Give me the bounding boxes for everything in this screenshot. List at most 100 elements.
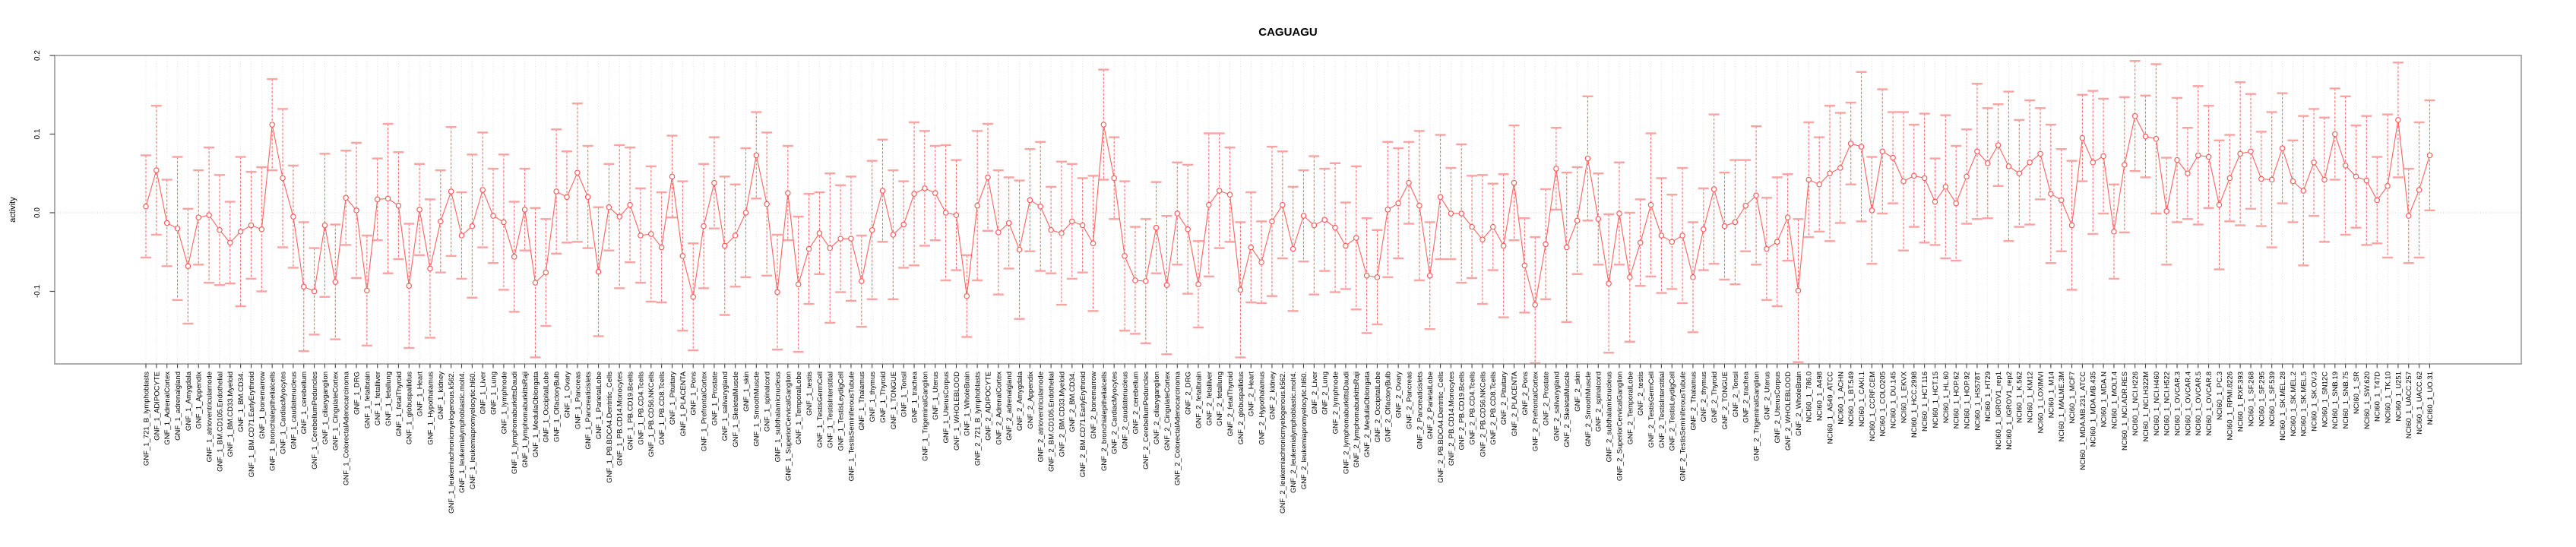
x-axis-label: NCI60_1_OVCAR.8 <box>2205 372 2214 435</box>
x-axis-label: NCI60_1_DU.145 <box>1890 372 1898 428</box>
x-axis-label: NCI60_1_MDA.MB.435 <box>2090 372 2098 447</box>
data-point <box>1100 122 1107 128</box>
data-point <box>406 283 412 289</box>
data-point <box>658 244 665 251</box>
data-point <box>1059 230 1065 236</box>
data-point <box>2131 112 2138 119</box>
x-axis-label: GNF_1_ParietalLobe <box>595 372 603 439</box>
data-point <box>900 221 907 228</box>
x-axis-label: GNF_1_TestisGermCell <box>816 372 824 447</box>
data-point <box>1363 273 1370 279</box>
data-point <box>1374 274 1381 280</box>
x-axis-label: GNF_2_thymus <box>1700 372 1708 422</box>
x-axis-label: GNF_2_ciliaryganglion <box>1153 372 1161 444</box>
x-axis-label: GNF_1_skin <box>742 372 751 412</box>
data-point <box>890 232 897 238</box>
x-axis-label: GNF_1_Pons <box>690 372 698 416</box>
data-point <box>427 265 433 272</box>
x-axis-label: NCI60_1_OVCAR.3 <box>2173 372 2182 435</box>
x-axis-label: GNF_1_Amygdala <box>185 371 193 431</box>
x-axis-label: GNF_2_Thalamus <box>1689 372 1698 431</box>
data-point <box>1500 242 1507 249</box>
data-point <box>1701 226 1707 232</box>
x-axis-label: GNF_2_TestisInterstitial <box>1658 372 1666 448</box>
data-point <box>1048 227 1054 233</box>
data-point <box>879 188 886 194</box>
data-point <box>1143 278 1149 284</box>
x-axis-label: GNF_2_PB.CD19.Bcells <box>1458 372 1467 451</box>
x-axis-label: NCI60_1_SK.OV.3 <box>2311 372 2319 432</box>
data-point <box>2426 152 2433 159</box>
data-point <box>2111 229 2117 235</box>
data-point <box>217 227 223 233</box>
data-point <box>143 203 149 210</box>
x-axis-label: NCI60_1_A549_ATCC <box>1826 372 1834 444</box>
data-series <box>141 60 2435 365</box>
data-point <box>1921 175 1928 182</box>
data-point <box>827 245 834 251</box>
data-point <box>1448 210 1454 217</box>
x-axis-label: GNF_1_Pancreaticislets <box>584 372 593 450</box>
data-point <box>2353 173 2359 180</box>
data-point <box>1869 207 1875 213</box>
x-axis-label: GNF_2_kidney <box>1268 372 1277 420</box>
data-point <box>1079 222 1086 229</box>
data-point <box>2027 160 2033 166</box>
x-axis-label: GNF_2_globuspallidus <box>1237 372 1245 444</box>
data-point <box>732 232 739 239</box>
x-axis-label: GNF_1_BM.CD33.Myeloid <box>226 372 235 457</box>
x-axis-label: NCI60_1_RXF.393 <box>2237 372 2245 432</box>
x-axis-label: GNF_2_Amygdala <box>1016 371 1024 431</box>
x-axis-label: GNF_2_MedullaOblongata <box>1363 371 1372 457</box>
x-axis-label: GNF_2_TemporalLobe <box>1626 372 1635 444</box>
data-point <box>627 201 633 208</box>
data-point <box>1679 232 1685 239</box>
x-axis-label: GNF_2_TestisLeydigCell <box>1669 372 1677 451</box>
data-point <box>2142 133 2149 140</box>
data-point <box>416 207 422 213</box>
x-axis-label: GNF_1_PB.CD14.Monocytes <box>616 372 625 466</box>
data-point <box>1647 201 1654 208</box>
data-point <box>964 292 970 299</box>
x-axis-label: GNF_2_leukemiapromyelocytic.hl60. <box>1300 372 1309 489</box>
x-axis-label: GNF_1_BM.CD71.EarlyErythroid <box>248 372 256 477</box>
x-axis-label: GNF_2_bonemarrow <box>1090 372 1098 439</box>
x-axis-label: GNF_2_cerebellum <box>1131 372 1140 434</box>
x-axis-label: NCI60_1_IGROV1_rep2 <box>2005 372 2014 450</box>
x-axis-label: GNF_2_Pancreas <box>1405 372 1413 429</box>
data-point <box>1490 223 1496 230</box>
x-axis-label: GNF_2_lymphomaburkittsDaudi <box>1342 372 1350 474</box>
x-axis-label: NCI60_1_COLO205 <box>1879 372 1888 437</box>
x-axis-label: NCI60_1_SF.295 <box>2258 372 2266 426</box>
data-point <box>1543 241 1549 248</box>
x-axis-label: NCI60_1_UACC.257 <box>2405 372 2413 438</box>
data-point <box>1248 244 1255 251</box>
x-axis-label: GNF_1_salivarygland <box>721 372 729 441</box>
data-point <box>532 280 539 286</box>
data-point <box>2153 135 2160 142</box>
data-point <box>606 204 612 210</box>
data-point <box>311 288 318 295</box>
data-point <box>521 207 528 213</box>
data-point <box>2248 148 2254 155</box>
data-point <box>1911 172 1917 179</box>
data-point <box>816 230 823 236</box>
x-axis-label: GNF_1_spinalcord <box>764 372 772 432</box>
data-point <box>2100 153 2106 160</box>
data-point <box>195 214 201 220</box>
x-axis-label: GNF_1_WholeBrain <box>964 372 972 436</box>
data-point <box>1132 277 1138 283</box>
x-axis-label: GNF_1_Liver <box>479 372 488 415</box>
data-point <box>1185 226 1191 232</box>
x-axis-label: GNF_2_PB.CD56.NKCells <box>1479 372 1487 457</box>
data-point <box>1890 154 1896 161</box>
x-axis-label: NCI60_1_SNB.75 <box>2342 372 2350 429</box>
x-axis-label: GNF_2_PrefrontalCortex <box>1532 372 1540 451</box>
x-axis-label: NCI60_1_NCI.H226 <box>2131 372 2140 436</box>
x-axis-label: GNF_2_Heart <box>1248 372 1256 416</box>
x-axis-label: GNF_2_salivarygland <box>1552 372 1561 441</box>
data-point <box>2205 153 2212 160</box>
data-point <box>1005 220 1012 226</box>
x-axis-label: GNF_2_Liver <box>1311 372 1319 415</box>
